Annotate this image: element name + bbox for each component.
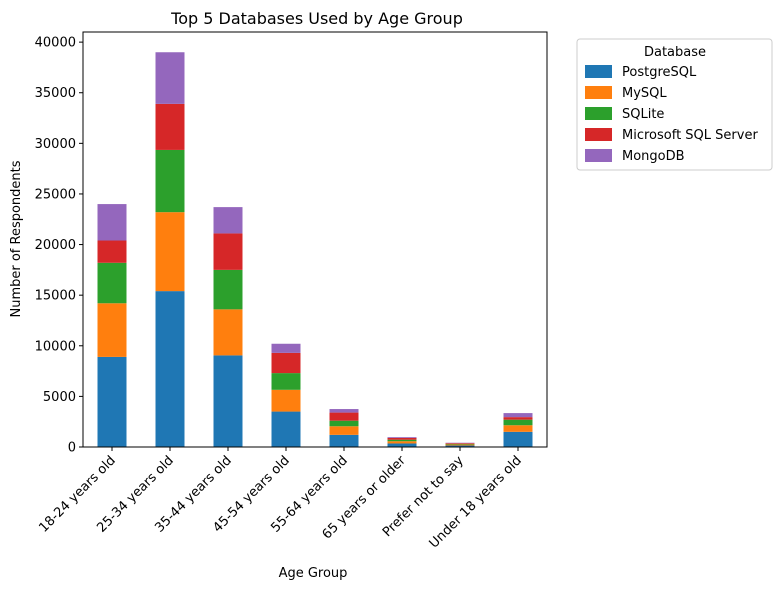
axes-frame xyxy=(82,31,548,448)
y-tick-label: 20000 xyxy=(35,238,76,253)
bar-segment-mysql xyxy=(387,441,417,444)
bar-segment-mongodb xyxy=(213,207,243,234)
legend-swatch xyxy=(585,128,612,141)
bar-segment-postgresql xyxy=(271,411,301,447)
bar-segment-sqlite xyxy=(503,419,533,426)
bar-segment-microsoft-sql-server xyxy=(445,443,475,444)
bar-segment-mongodb xyxy=(97,204,127,241)
bar-segment-mysql xyxy=(213,309,243,356)
bar-segment-mongodb xyxy=(329,409,359,413)
bar-segment-mongodb xyxy=(271,343,301,353)
bar-segment-mongodb xyxy=(155,52,185,104)
legend-title: Database xyxy=(644,45,706,60)
bar-segment-microsoft-sql-server xyxy=(97,240,127,263)
bar-segment-sqlite xyxy=(97,262,127,304)
bar-segment-sqlite xyxy=(445,443,475,445)
legend-label: MongoDB xyxy=(622,149,685,164)
bar-segment-mongodb xyxy=(503,413,533,418)
bar-segment-postgresql xyxy=(155,291,185,447)
bar-segment-mysql xyxy=(503,425,533,432)
bar-segment-microsoft-sql-server xyxy=(271,352,301,374)
bar-segment-mysql xyxy=(329,426,359,435)
y-tick-label: 25000 xyxy=(35,187,76,202)
bar-segment-mongodb xyxy=(387,437,417,438)
legend-swatch xyxy=(585,65,612,78)
y-tick-label: 0 xyxy=(68,441,76,456)
legend-label: Microsoft SQL Server xyxy=(622,128,758,143)
bar-segment-postgresql xyxy=(213,355,243,447)
bar-segment-postgresql xyxy=(387,443,417,447)
y-axis-label: Number of Respondents xyxy=(9,160,24,317)
bar-segment-microsoft-sql-server xyxy=(503,417,533,420)
bar-segment-microsoft-sql-server xyxy=(155,103,185,150)
legend-swatch xyxy=(585,86,612,99)
bar-segment-sqlite xyxy=(329,420,359,427)
legend-label: PostgreSQL xyxy=(622,65,697,80)
bar-segment-mysql xyxy=(271,389,301,412)
x-axis-label: Age Group xyxy=(279,566,348,581)
y-tick-label: 40000 xyxy=(35,36,76,51)
bar-segment-sqlite xyxy=(155,149,185,213)
y-tick-label: 15000 xyxy=(35,289,76,304)
bar-segment-mysql xyxy=(155,212,185,292)
chart-title: Top 5 Databases Used by Age Group xyxy=(170,9,463,28)
bar-segment-postgresql xyxy=(445,445,475,447)
y-tick-label: 10000 xyxy=(35,339,76,354)
legend-label: SQLite xyxy=(622,107,664,122)
legend: Database PostgreSQL MySQL SQLite Microsoft … xyxy=(576,38,773,171)
legend-label: MySQL xyxy=(622,86,667,101)
y-tick-label: 30000 xyxy=(35,137,76,152)
y-tick-label: 35000 xyxy=(35,86,76,101)
bar-segment-postgresql xyxy=(97,356,127,447)
bar-segment-postgresql xyxy=(329,434,359,447)
bar-segment-microsoft-sql-server xyxy=(387,437,417,440)
y-tick-label: 5000 xyxy=(43,390,76,405)
bar-segment-sqlite xyxy=(213,269,243,310)
bar-segment-microsoft-sql-server xyxy=(213,233,243,270)
bar-segment-sqlite xyxy=(271,373,301,390)
bar-segment-microsoft-sql-server xyxy=(329,412,359,421)
legend-frame xyxy=(576,38,773,171)
legend-swatch xyxy=(585,149,612,162)
bar-segment-mysql xyxy=(445,444,475,446)
bar-segment-mysql xyxy=(97,303,127,357)
bar-segment-sqlite xyxy=(387,439,417,442)
legend-swatch xyxy=(585,107,612,120)
bar-segment-postgresql xyxy=(503,431,533,447)
